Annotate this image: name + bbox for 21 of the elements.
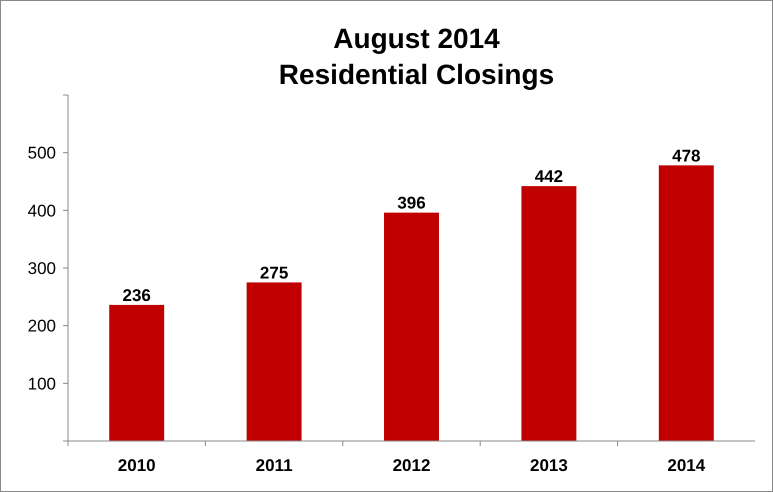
x-tick-label: 2013 (530, 456, 568, 475)
data-label: 236 (122, 286, 151, 305)
y-tick-label: 500 (28, 144, 56, 163)
x-tick-label: 2011 (256, 456, 293, 475)
bar (521, 186, 576, 441)
x-tick-label: 2010 (118, 456, 156, 475)
x-tick-label: 2014 (667, 456, 706, 475)
data-label: 478 (672, 146, 700, 166)
bar (109, 304, 164, 441)
data-label: 275 (260, 263, 288, 282)
y-tick-label: 200 (28, 316, 56, 336)
y-tick-label: 100 (28, 374, 56, 394)
bar (384, 212, 439, 441)
y-tick-label: 400 (28, 201, 56, 220)
x-tick-label: 2012 (392, 456, 430, 475)
data-label: 396 (397, 194, 426, 213)
bar (246, 282, 302, 441)
y-tick-label: 300 (28, 258, 56, 278)
data-label: 442 (534, 167, 564, 186)
chart-title: August 2014 Residential Closings (278, 23, 554, 90)
bar (658, 165, 714, 441)
